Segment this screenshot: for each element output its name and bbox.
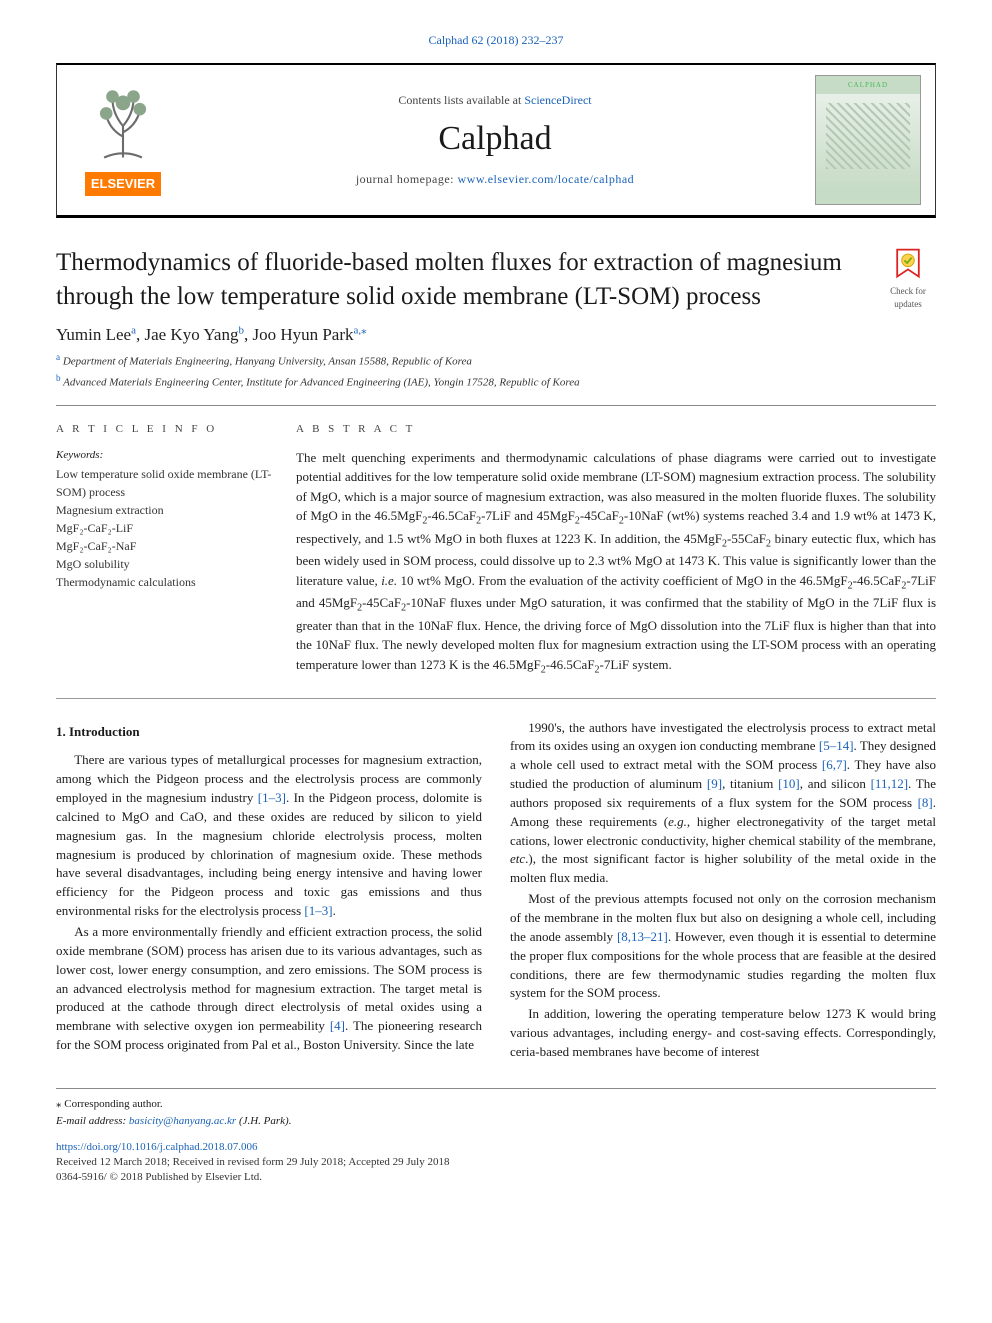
body-para: As a more environmentally friendly and e… [56,923,482,1055]
homepage-line: journal homepage: www.elsevier.com/locat… [193,171,797,188]
body-para: In addition, lowering the operating temp… [510,1005,936,1062]
body-columns: 1. Introduction There are various types … [56,719,936,1062]
elsevier-tree-icon [81,84,165,168]
rule [56,698,936,699]
contents-line: Contents lists available at ScienceDirec… [193,92,797,109]
intro-heading: 1. Introduction [56,723,482,742]
article-title: Thermodynamics of fluoride-based molten … [56,246,860,314]
check-updates-label: Check for updates [880,285,936,310]
article-info-head: A R T I C L E I N F O [56,422,272,437]
rule [56,405,936,406]
doi-link[interactable]: https://doi.org/10.1016/j.calphad.2018.0… [56,1140,936,1155]
sciencedirect-link[interactable]: ScienceDirect [524,93,591,107]
homepage-link[interactable]: www.elsevier.com/locate/calphad [457,172,634,186]
affiliation: b Advanced Materials Engineering Center,… [56,372,936,391]
cover-label: CALPHAD [816,76,920,94]
running-head: Calphad 62 (2018) 232–237 [56,32,936,49]
abstract-head: A B S T R A C T [296,422,936,437]
journal-name: Calphad [193,115,797,163]
journal-header: ELSEVIER Contents lists available at Sci… [56,63,936,218]
copyright-line: 0364-5916/ © 2018 Published by Elsevier … [56,1170,936,1185]
email-link[interactable]: basicity@hanyang.ac.kr [129,1115,236,1127]
homepage-prefix: journal homepage: [356,172,458,186]
body-para: Most of the previous attempts focused no… [510,890,936,1003]
keywords: Low temperature solid oxide membrane (LT… [56,465,272,591]
check-updates-badge[interactable]: Check for updates [880,246,936,311]
journal-cover: CALPHAD [815,75,921,205]
bookmark-check-icon [890,246,926,282]
email-line: E-mail address: basicity@hanyang.ac.kr (… [56,1114,936,1129]
affiliation: a Department of Materials Engineering, H… [56,351,936,370]
dates-line: Received 12 March 2018; Received in revi… [56,1155,936,1170]
contents-prefix: Contents lists available at [398,93,524,107]
publisher-name: ELSEVIER [85,172,161,196]
footer: ⁎ Corresponding author. E-mail address: … [56,1088,936,1186]
email-suffix: (J.H. Park). [236,1115,291,1127]
email-label: E-mail address: [56,1115,129,1127]
body-para: There are various types of metallurgical… [56,751,482,921]
keywords-head: Keywords: [56,448,272,463]
authors-line: Yumin Leea, Jae Kyo Yangb, Joo Hyun Park… [56,323,936,347]
abstract-text: The melt quenching experiments and therm… [296,448,936,678]
publisher-logo: ELSEVIER [71,84,175,196]
body-para: 1990's, the authors have investigated th… [510,719,936,889]
corresponding-note: ⁎ Corresponding author. [56,1097,936,1112]
